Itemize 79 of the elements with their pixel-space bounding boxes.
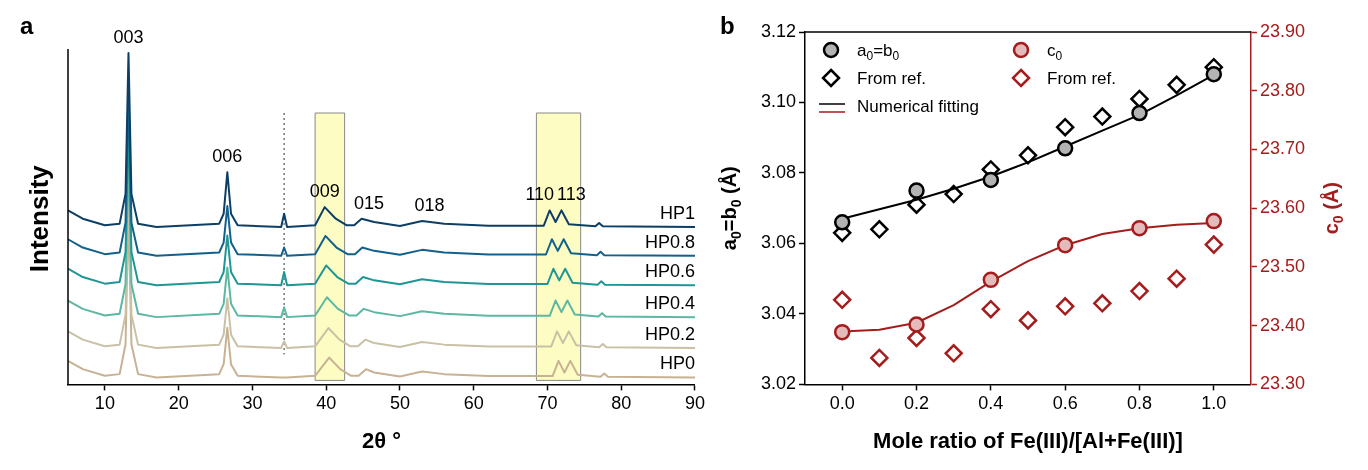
point: [908, 316, 925, 333]
y-tick-label: 3.12: [760, 20, 797, 41]
point: [833, 214, 851, 231]
legend-label: From ref.: [857, 69, 926, 88]
point: [833, 323, 851, 341]
point: [908, 182, 925, 199]
point: [1131, 104, 1148, 122]
x-tick-label: 1.0: [1201, 393, 1227, 414]
point: [1093, 294, 1112, 313]
point: [982, 271, 1000, 289]
point: [1093, 107, 1112, 126]
x-tick-label: 0.6: [1052, 393, 1078, 414]
annotation: 006: [212, 146, 243, 167]
annotation: 110: [525, 184, 555, 205]
point: [944, 184, 963, 204]
x-axis-title: Mole ratio of Fe(III)/[Al+Fe(III)]: [873, 428, 1183, 453]
series-label: HP0.2: [644, 323, 695, 344]
x-tick-label: 0.2: [904, 393, 930, 414]
point: [1167, 75, 1186, 95]
y2-tick-label: 23.80: [1259, 79, 1305, 100]
point: [1205, 212, 1223, 230]
point: [1018, 311, 1038, 330]
point: [870, 220, 889, 239]
annotation: 018: [414, 195, 445, 216]
y2-tick-label: 23.60: [1259, 197, 1305, 218]
point: [1055, 117, 1075, 137]
series-label: HP0.4: [644, 293, 695, 314]
point: [1055, 297, 1075, 316]
y2-tick-label: 23.30: [1259, 373, 1305, 394]
y-tick-label: 3.08: [760, 161, 797, 182]
y-axis-title: Intensity: [24, 164, 54, 273]
point: [1167, 269, 1186, 288]
point: [1130, 281, 1149, 301]
y-axis-title: a0=b0 (Å): [717, 166, 744, 251]
y2-axis-title: c0 (Å): [1319, 182, 1346, 235]
annotation: 009: [309, 181, 340, 202]
series-label: HP0: [659, 353, 695, 374]
legend-label: From ref.: [1047, 69, 1116, 88]
chart-title: a: [20, 12, 34, 39]
point: [1205, 66, 1223, 83]
point: [832, 290, 852, 310]
y2-tick-label: 23.70: [1259, 138, 1305, 159]
y2-tick-label: 23.50: [1259, 255, 1305, 276]
point: [981, 299, 1001, 319]
x-axis-title: 2θ °: [361, 428, 402, 453]
point: [1018, 146, 1038, 165]
point: [944, 344, 963, 363]
annotation: 015: [353, 192, 384, 213]
point: [1204, 235, 1224, 254]
x-tick-label: 10: [94, 393, 115, 414]
annotation: 003: [113, 27, 144, 47]
x-tick-label: 40: [316, 393, 337, 414]
series-label: HP1: [659, 202, 695, 223]
chart-title: b: [720, 12, 735, 39]
y-tick-label: 3.10: [760, 91, 797, 112]
x-tick-label: 50: [389, 393, 410, 414]
x-tick-label: 70: [537, 393, 558, 414]
x-tick-label: 0.0: [829, 393, 855, 414]
y-tick-label: 3.06: [760, 232, 797, 253]
x-tick-label: 80: [611, 393, 632, 414]
legend-label: Numerical fitting: [857, 97, 979, 116]
y-tick-label: 3.04: [760, 302, 797, 323]
annotation: 113: [557, 184, 586, 205]
x-tick-label: 0.4: [978, 393, 1004, 414]
point: [982, 171, 1000, 189]
series-label: HP0.8: [644, 231, 695, 252]
x-tick-label: 0.8: [1126, 393, 1152, 414]
point: [870, 348, 889, 368]
point: [1056, 140, 1074, 157]
point: [1056, 236, 1074, 254]
x-tick-label: 90: [684, 393, 705, 414]
point: [1131, 219, 1148, 237]
y2-tick-label: 23.40: [1259, 314, 1305, 335]
x-tick-label: 60: [463, 393, 484, 414]
x-tick-label: 30: [242, 393, 263, 414]
x-tick-label: 20: [168, 393, 189, 414]
y-tick-label: 3.02: [760, 373, 797, 394]
y2-tick-label: 23.90: [1259, 20, 1305, 41]
series-label: HP0.6: [644, 261, 695, 282]
